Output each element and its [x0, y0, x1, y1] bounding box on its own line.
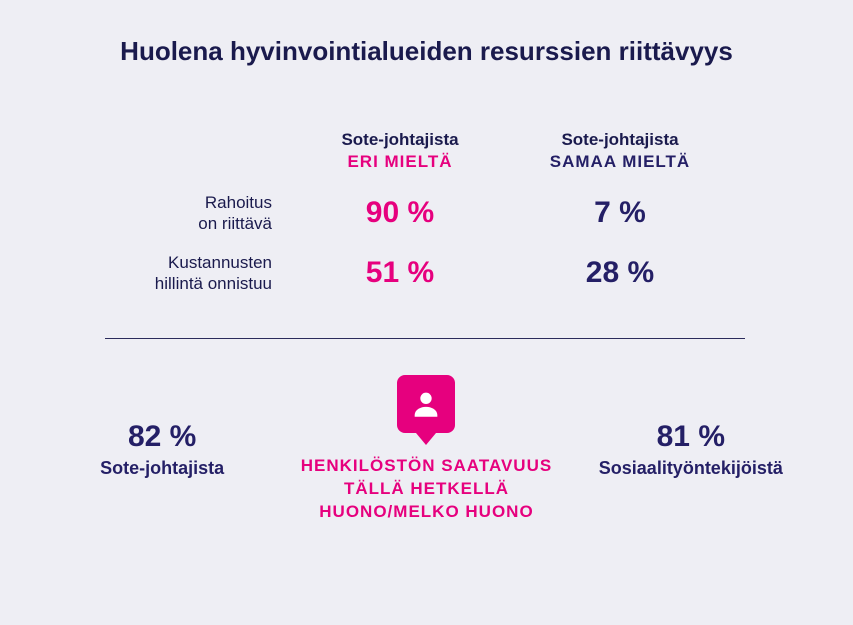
- stat-left-label: Sote-johtajista: [62, 458, 262, 479]
- center-block: HENKILÖSTÖN SAATAVUUS TÄLLÄ HETKELLÄ HUO…: [286, 375, 566, 524]
- grid-col2-header: Sote-johtajista SAMAA MIELTÄ: [510, 130, 730, 172]
- stat-right-pct: 81 %: [591, 420, 791, 454]
- stat-left: 82 % Sote-johtajista: [62, 420, 262, 479]
- person-icon: [397, 375, 455, 433]
- opinion-grid: Sote-johtajista ERI MIELTÄ Sote-johtajis…: [110, 130, 730, 300]
- person-icon-tail: [416, 433, 436, 445]
- row1-col1-value: 51 %: [290, 246, 510, 300]
- stat-left-pct: 82 %: [62, 420, 262, 454]
- grid-row-1: Kustannusten hillintä onnistuu 51 % 28 %: [110, 246, 730, 300]
- row0-label: Rahoitus on riittävä: [110, 192, 290, 235]
- center-text-l1: HENKILÖSTÖN SAATAVUUS: [286, 455, 566, 478]
- stat-right-label: Sosiaalityöntekijöistä: [591, 458, 791, 479]
- section-divider: [105, 338, 745, 339]
- grid-row-0: Rahoitus on riittävä 90 % 7 %: [110, 186, 730, 240]
- page-title: Huolena hyvinvointialueiden resurssien r…: [0, 36, 853, 67]
- col2-head-top: Sote-johtajista: [510, 130, 730, 150]
- stat-right: 81 % Sosiaalityöntekijöistä: [591, 420, 791, 479]
- col2-head-sub: SAMAA MIELTÄ: [510, 152, 730, 172]
- col1-head-top: Sote-johtajista: [290, 130, 510, 150]
- grid-header-row: Sote-johtajista ERI MIELTÄ Sote-johtajis…: [110, 130, 730, 172]
- bottom-section: 82 % Sote-johtajista HENKILÖSTÖN SAATAVU…: [0, 375, 853, 524]
- grid-col1-header: Sote-johtajista ERI MIELTÄ: [290, 130, 510, 172]
- center-text-l3: HUONO/MELKO HUONO: [286, 501, 566, 524]
- row1-col2-value: 28 %: [510, 246, 730, 300]
- col1-head-sub: ERI MIELTÄ: [290, 152, 510, 172]
- row0-col2-value: 7 %: [510, 186, 730, 240]
- row0-col1-value: 90 %: [290, 186, 510, 240]
- center-text-l2: TÄLLÄ HETKELLÄ: [286, 478, 566, 501]
- row1-label: Kustannusten hillintä onnistuu: [110, 252, 290, 295]
